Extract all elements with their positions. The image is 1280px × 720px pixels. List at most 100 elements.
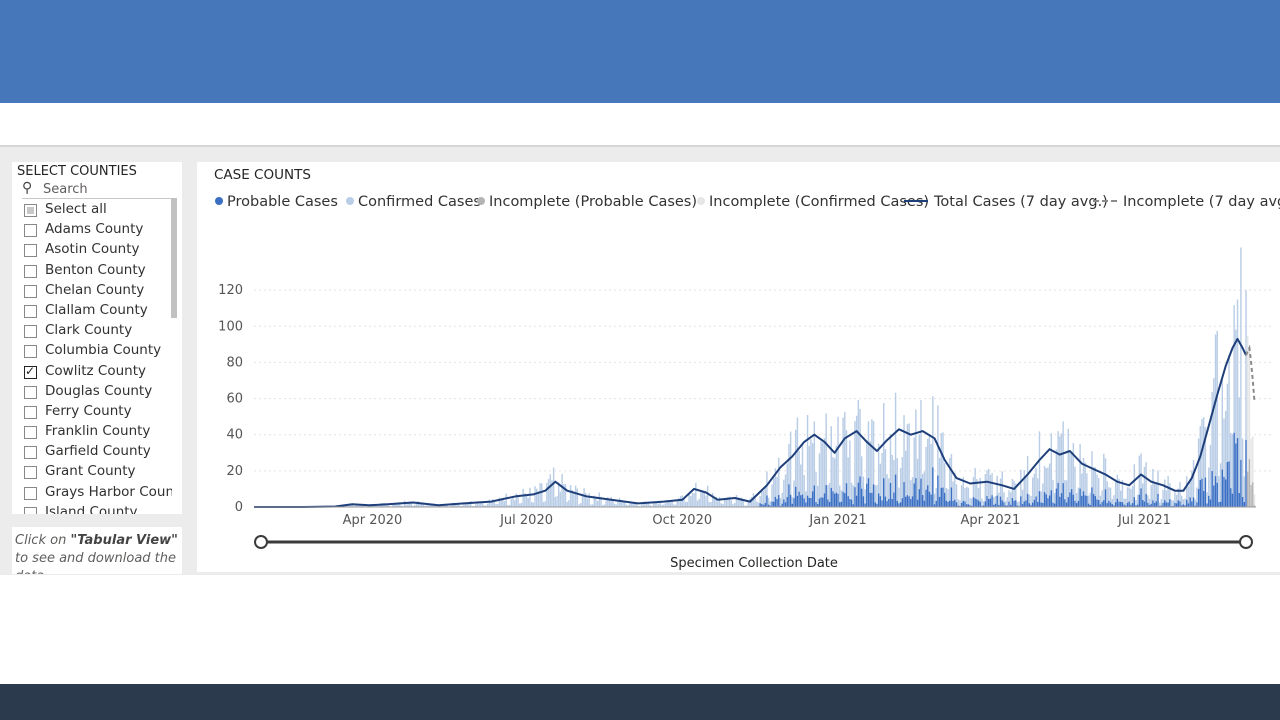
- county-item[interactable]: Cowlitz County: [22, 362, 172, 382]
- range-start-handle[interactable]: [254, 535, 268, 549]
- county-label: Douglas County: [45, 382, 153, 399]
- county-item[interactable]: Select all: [22, 200, 172, 220]
- county-item[interactable]: Island County: [22, 503, 172, 514]
- legend-marker: [215, 197, 223, 205]
- confirmed-bar: [769, 501, 772, 506]
- legend-item[interactable]: Incomplete (Probable Cases): [477, 194, 697, 210]
- probable-bar: [1023, 501, 1025, 507]
- legend-marker: [477, 197, 485, 205]
- county-item[interactable]: Ferry County: [22, 402, 172, 422]
- legend-marker: [697, 197, 705, 205]
- county-checkbox[interactable]: [24, 405, 37, 419]
- probable-bar: [903, 481, 905, 507]
- confirmed-bar: [844, 411, 846, 494]
- county-checkbox[interactable]: [24, 466, 37, 480]
- county-checkbox[interactable]: [24, 364, 37, 379]
- county-item[interactable]: Clallam County: [22, 301, 172, 321]
- confirmed-bar: [740, 497, 743, 507]
- probable-bar: [1087, 503, 1090, 507]
- probable-bar: [1221, 469, 1224, 507]
- probable-bar: [1133, 497, 1135, 507]
- probable-bar: [1243, 502, 1246, 507]
- county-item[interactable]: Douglas County: [22, 382, 172, 402]
- confirmed-bar: [1106, 481, 1108, 504]
- probable-bar: [1021, 504, 1024, 507]
- confirmed-bar: [937, 405, 939, 476]
- confirmed-bar: [788, 443, 790, 485]
- probable-bar: [798, 491, 800, 507]
- county-item[interactable]: Chelan County: [22, 281, 172, 301]
- confirmed-bar: [1121, 479, 1124, 503]
- confirmed-bar: [678, 498, 680, 507]
- probable-bar: [1060, 493, 1063, 507]
- confirmed-bar: [1174, 492, 1176, 503]
- legend-item[interactable]: Confirmed Cases: [346, 194, 481, 210]
- county-checkbox[interactable]: [24, 446, 37, 460]
- legend-item[interactable]: Probable Cases: [215, 194, 338, 210]
- probable-bar: [1009, 504, 1012, 507]
- probable-bar: [859, 476, 861, 507]
- county-checkbox[interactable]: [24, 506, 37, 514]
- confirmed-bar: [1042, 483, 1044, 503]
- confirmed-bar: [513, 500, 516, 507]
- probable-bar: [883, 478, 885, 507]
- county-item[interactable]: Columbia County: [22, 341, 172, 361]
- county-checkbox[interactable]: [24, 204, 37, 217]
- confirmed-bar: [903, 415, 905, 482]
- county-checkbox[interactable]: [24, 244, 37, 258]
- county-checkbox[interactable]: [24, 385, 37, 399]
- county-checkbox[interactable]: [24, 224, 37, 238]
- confirmed-bar: [505, 493, 507, 507]
- confirmed-bar: [1050, 433, 1053, 491]
- range-end-handle[interactable]: [1239, 535, 1253, 549]
- county-item[interactable]: Grays Harbor County: [22, 483, 172, 503]
- confirmed-bar: [1111, 498, 1113, 505]
- county-item[interactable]: Garfield County: [22, 442, 172, 462]
- confirmed-bar: [762, 490, 765, 505]
- probable-bar: [982, 505, 985, 507]
- county-item[interactable]: Adams County: [22, 220, 172, 240]
- county-item[interactable]: Asotin County: [22, 240, 172, 260]
- top-banner: [0, 0, 1280, 103]
- confirmed-bar: [1235, 329, 1237, 444]
- probable-bar: [898, 503, 900, 507]
- legend-item[interactable]: Incomplete (Confirmed Cases): [697, 194, 929, 210]
- confirmed-bar: [674, 504, 677, 507]
- county-checkbox[interactable]: [24, 426, 37, 440]
- search-input[interactable]: ⚲ Search: [22, 180, 172, 199]
- confirmed-bar: [1089, 492, 1091, 505]
- confirmed-bar: [1248, 350, 1251, 460]
- county-item[interactable]: Franklin County: [22, 422, 172, 442]
- probable-bar: [1033, 499, 1036, 507]
- confirmed-bar: [872, 421, 875, 485]
- confirmed-bar: [734, 502, 736, 507]
- county-checkbox[interactable]: [24, 486, 37, 500]
- probable-bar: [1184, 505, 1186, 507]
- county-item[interactable]: Clark County: [22, 321, 172, 341]
- y-tick-label: 60: [226, 392, 243, 407]
- confirmed-bar: [876, 485, 878, 504]
- confirmed-bar: [1062, 421, 1064, 484]
- county-checkbox[interactable]: [24, 264, 37, 278]
- probable-bar: [789, 494, 792, 507]
- probable-bar: [833, 493, 836, 507]
- legend-item[interactable]: Incomplete (7 day avg.): [1093, 194, 1280, 210]
- county-checkbox[interactable]: [24, 325, 37, 339]
- confirmed-bar: [503, 501, 506, 507]
- confirmed-bar: [454, 504, 457, 507]
- slicer-scrollbar[interactable]: [171, 198, 177, 318]
- confirmed-bar: [588, 493, 590, 507]
- legend-item[interactable]: Total Cases (7 day avg.): [904, 194, 1108, 210]
- county-item[interactable]: Benton County: [22, 261, 172, 281]
- confirmed-bar: [1031, 477, 1034, 503]
- county-checkbox[interactable]: [24, 304, 37, 318]
- county-checkbox[interactable]: [24, 284, 37, 298]
- probable-bar: [989, 498, 992, 507]
- confirmed-bar: [419, 502, 421, 507]
- county-item[interactable]: Grant County: [22, 462, 172, 482]
- confirmed-bar: [756, 501, 758, 507]
- probable-bar: [1104, 489, 1107, 507]
- county-checkbox[interactable]: [24, 345, 37, 359]
- probable-bar: [1228, 461, 1230, 507]
- county-label: Ferry County: [45, 402, 132, 419]
